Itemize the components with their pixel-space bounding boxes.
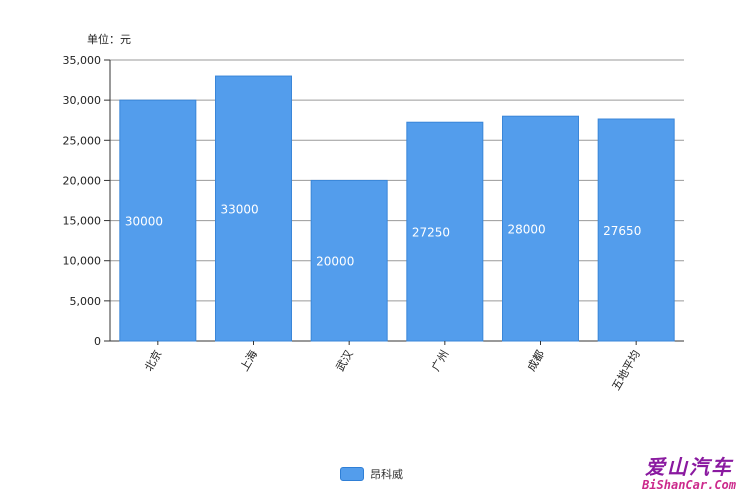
- x-tick-label: 五地平均: [610, 348, 643, 393]
- bar: [215, 75, 292, 342]
- x-tick-label: 北京: [141, 348, 164, 374]
- x-tick-label: 广州: [429, 348, 451, 374]
- x-tick-label: 成都: [525, 348, 547, 374]
- y-tick-label: 30,000: [63, 94, 102, 107]
- data-label: 33000: [221, 203, 259, 217]
- data-label: 20000: [316, 255, 354, 269]
- y-tick-label: 10,000: [63, 255, 102, 268]
- y-tick-label: 25,000: [63, 134, 102, 147]
- bar: [502, 115, 579, 342]
- y-tick-label: 20,000: [63, 174, 102, 187]
- y-tick-label: 0: [94, 335, 101, 348]
- data-label: 27250: [412, 226, 450, 240]
- x-tick-label: 上海: [237, 348, 260, 374]
- watermark-line1: 爱山汽车: [645, 455, 734, 479]
- y-tick-label: 35,000: [63, 54, 102, 67]
- watermark-line2: BiShanCar.Com: [642, 478, 736, 492]
- y-tick-label: 5,000: [70, 295, 102, 308]
- watermark-logo: 爱山汽车 BiShanCar.Com: [642, 456, 736, 492]
- legend-swatch: [340, 467, 364, 481]
- data-label: 30000: [125, 215, 163, 229]
- bar: [310, 179, 388, 342]
- x-tick-label: 武汉: [334, 348, 356, 374]
- y-tick-label: 15,000: [63, 215, 102, 228]
- legend[interactable]: 昂科威: [340, 466, 403, 482]
- legend-label: 昂科威: [370, 468, 403, 481]
- bar: [597, 118, 675, 342]
- unit-label: 单位：元: [87, 33, 131, 46]
- data-label: 27650: [603, 224, 641, 238]
- data-label: 28000: [508, 223, 546, 237]
